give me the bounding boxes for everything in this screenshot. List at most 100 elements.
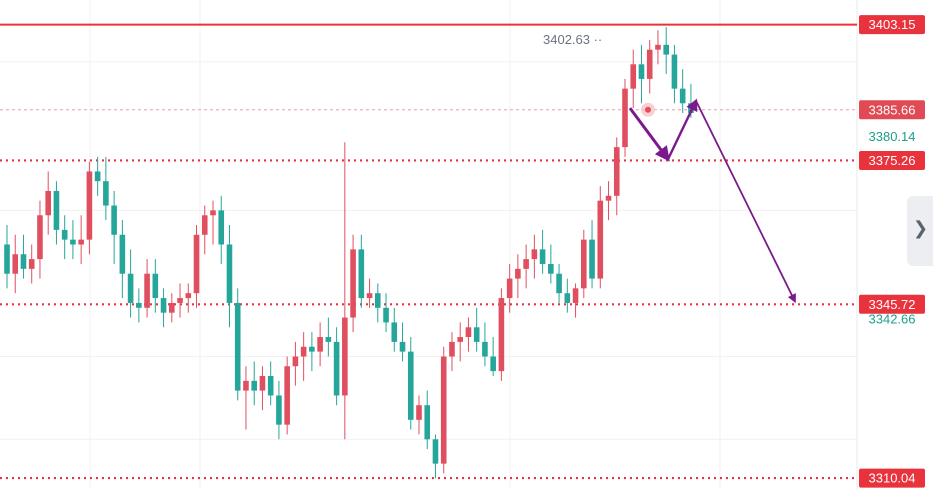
candle-body (597, 200, 604, 279)
price-axis: 3403.15 3375.26 3345.72 3310.04 3385.66 3380.… (859, 15, 925, 488)
candle-body (564, 293, 571, 303)
candle-body (424, 405, 431, 440)
level-price-tag: 3345.72 (869, 297, 916, 312)
candle-body (589, 239, 595, 279)
candle-body (523, 259, 529, 269)
level-price-tag-bg (859, 294, 925, 314)
candle-body (4, 244, 10, 274)
candle-body (177, 298, 183, 303)
candle-body (572, 288, 579, 303)
level-price-tag: 3375.26 (869, 153, 916, 168)
candle-body (440, 356, 447, 464)
candle-body (226, 244, 233, 303)
candle-body (630, 64, 637, 89)
candle-body (663, 44, 669, 55)
candle-body (152, 273, 159, 299)
candle-body (655, 44, 661, 50)
candle-body (70, 239, 76, 245)
current-price-dot-core (645, 106, 651, 113)
candle-body (243, 380, 249, 391)
candle-body (605, 195, 612, 201)
candle-body (267, 375, 274, 396)
candle-body (169, 302, 175, 313)
candle-body (482, 341, 488, 357)
candle-body (457, 337, 463, 342)
candle-body (259, 375, 266, 391)
candle-body (144, 273, 150, 308)
candle-body (210, 210, 216, 216)
candle-body (383, 307, 389, 323)
current-price-tag-bg (859, 100, 925, 120)
chevron-right-icon: ❯ (913, 218, 929, 239)
candle-body (613, 147, 620, 196)
candle-body (78, 239, 84, 245)
candle-body (366, 293, 373, 299)
candle-body (490, 356, 496, 372)
candle-body (103, 181, 109, 206)
candle-body (45, 190, 51, 216)
projection-arrow (695, 100, 796, 304)
candle-body (506, 278, 513, 299)
candle-body (111, 205, 117, 235)
candle-body (473, 327, 480, 342)
candle-body (61, 229, 68, 240)
candle-body (548, 263, 554, 274)
candle-body (531, 249, 538, 260)
level-price-tag-bg (859, 15, 925, 35)
candle-body (432, 439, 439, 464)
candle-body (391, 322, 398, 342)
level-price-tag-bg (859, 468, 925, 488)
grid (0, 0, 858, 489)
candle-body (622, 88, 628, 148)
level-price-tag-bg (859, 150, 925, 170)
candle-body (276, 395, 282, 425)
axis-value-label: 3380.14 (869, 129, 916, 144)
candle-body (416, 405, 422, 420)
axis-value-label: 3342.66 (869, 312, 916, 327)
candle-body (284, 366, 290, 425)
candle-body (86, 171, 93, 240)
candle-body (407, 351, 414, 420)
candle-body (160, 298, 167, 313)
candle-body (449, 341, 455, 357)
level-price-tag: 3403.15 (869, 17, 916, 32)
candle-body (12, 254, 19, 274)
candle-body (498, 298, 505, 372)
candle-body (300, 346, 307, 357)
candle-body (53, 190, 60, 230)
collapse-panel-button[interactable]: ❯ (907, 196, 933, 266)
candle-body (679, 88, 686, 104)
projection-arrows (628, 98, 796, 304)
candle-body (317, 337, 323, 352)
projection-arrow (666, 98, 698, 160)
candle-body (581, 239, 587, 289)
candle-body (37, 215, 43, 260)
candle-body (399, 341, 406, 352)
candle-body (333, 341, 340, 396)
candle-body (20, 254, 27, 269)
candle-body (350, 249, 356, 318)
candlesticks: 3402.63 ·· (4, 27, 694, 479)
candle-body (127, 273, 134, 303)
candle-body (193, 234, 200, 294)
candle-body (234, 302, 241, 391)
candle-body (556, 273, 562, 294)
candle-body (94, 171, 101, 182)
candle-body (342, 317, 348, 396)
current-price-tag: 3385.66 (869, 102, 916, 117)
candle-body (251, 380, 257, 391)
candle-body (119, 234, 126, 274)
candle-body (671, 54, 678, 89)
level-price-tag: 3310.04 (869, 471, 916, 486)
candle-body (465, 327, 472, 338)
candle-body (185, 293, 192, 299)
candle-body (28, 259, 35, 269)
price-levels (0, 23, 857, 480)
projection-arrow (628, 107, 670, 162)
candle-body (201, 215, 208, 235)
high-marker-label: 3402.63 ·· (543, 32, 602, 47)
candle-body (292, 356, 299, 367)
candle-body (638, 64, 645, 79)
